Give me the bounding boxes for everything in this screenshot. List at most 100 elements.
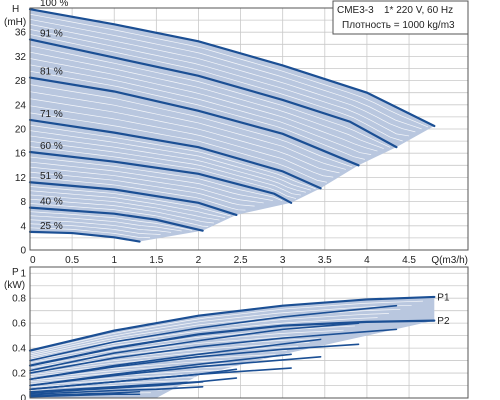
hatch-line xyxy=(30,215,182,232)
hatch-line xyxy=(30,23,416,133)
speed-label: 40 % xyxy=(40,197,63,208)
head-axis-unit: (mH) xyxy=(4,17,26,28)
hatch-line xyxy=(30,13,429,128)
y-tick-label: 36 xyxy=(15,28,27,39)
hatch-line xyxy=(30,70,365,160)
hatch-line xyxy=(30,112,327,183)
info-box-frame xyxy=(332,0,469,35)
hatch-line xyxy=(30,176,246,211)
speed-label: 91 % xyxy=(40,28,63,39)
y-tick-label: 0.6 xyxy=(12,319,26,330)
head-curve xyxy=(28,118,322,190)
power-curve xyxy=(29,322,360,372)
power-curve-labels: P1 P2 xyxy=(437,292,450,327)
hatch-line xyxy=(30,34,403,142)
speed-label: 81 % xyxy=(40,67,63,78)
head-flow-chart: 100 %91 %81 %71 %60 %51 %40 %25 % 048121… xyxy=(4,0,469,266)
y-tick-label: 4 xyxy=(20,221,26,232)
x-tick-label: 1.5 xyxy=(149,255,163,266)
hatch-line xyxy=(30,51,384,149)
hatch-line xyxy=(30,198,214,224)
head-curve xyxy=(28,8,436,128)
hatch-line xyxy=(30,161,273,201)
y-tick-label: 0.8 xyxy=(12,294,26,305)
info-box: CME3-3 1* 220 V, 60 Hz Плотность = 1000 … xyxy=(332,0,469,35)
power-y-ticks: 0 0.2 0.4 0.6 0.8 1 xyxy=(12,269,26,400)
flow-x-ticks: 0 0.5 1 1.5 2 2.5 3 3.5 4 4.5 Q(m3/h) xyxy=(30,255,468,266)
hatch-line xyxy=(30,156,283,202)
hatch-line xyxy=(30,124,316,190)
hatch-line xyxy=(30,84,353,168)
y-tick-label: 12 xyxy=(15,173,27,184)
head-curve xyxy=(28,230,141,243)
y-tick-label: 0 xyxy=(20,246,26,257)
power-curve xyxy=(29,380,204,394)
speed-label: 71 % xyxy=(40,109,63,120)
head-frame xyxy=(29,7,469,251)
hatch-line xyxy=(30,98,340,174)
y-tick-label: 1 xyxy=(20,269,26,280)
hatch-line xyxy=(30,130,311,191)
hatch-line xyxy=(30,227,151,239)
x-tick-label: 4 xyxy=(364,255,370,266)
info-model: CME3-3 xyxy=(337,5,374,16)
power-curves xyxy=(28,295,436,398)
hatch-line xyxy=(30,64,372,155)
hatch-line xyxy=(30,304,412,355)
head-axis-label: H xyxy=(12,4,19,15)
hatch-line xyxy=(30,29,410,137)
power-curve xyxy=(29,343,360,381)
hatch-line xyxy=(30,211,193,231)
y-tick-label: 0.4 xyxy=(12,344,26,355)
x-tick-label: 1 xyxy=(111,255,117,266)
hatch-line xyxy=(30,105,334,178)
power-curve-label: P2 xyxy=(437,316,450,327)
x-tick-label: 3.5 xyxy=(318,255,332,266)
hatch-line xyxy=(30,45,391,148)
hatch-line xyxy=(30,186,231,217)
operating-range-area xyxy=(30,9,435,242)
y-tick-label: 32 xyxy=(15,52,27,63)
info-density: Плотность = 1000 kg/m3 xyxy=(342,20,455,31)
hatch-line xyxy=(30,361,253,379)
info-supply: 1* 220 V, 60 Hz xyxy=(384,5,453,16)
power-curve xyxy=(28,295,436,352)
hatch-line xyxy=(30,203,209,227)
hatch-line xyxy=(30,379,197,388)
power-curve xyxy=(29,385,204,396)
y-tick-label: 28 xyxy=(15,76,27,87)
power-curve xyxy=(29,377,238,393)
power-curve xyxy=(29,338,322,381)
power-curve xyxy=(29,393,141,398)
power-flow-chart: P1 P2 0 0.2 0.4 0.6 0.8 1 P (kW) xyxy=(4,266,469,400)
speed-label: 60 % xyxy=(40,141,63,152)
hatch-line xyxy=(30,223,161,235)
power-curve xyxy=(29,328,398,374)
head-curve xyxy=(28,150,293,204)
operating-range-hatch xyxy=(30,13,429,239)
head-curve xyxy=(28,76,360,167)
speed-label: 51 % xyxy=(40,171,63,182)
head-y-ticks: 0 4 8 12 16 20 24 28 32 36 xyxy=(15,28,27,257)
hatch-line xyxy=(30,300,423,353)
x-tick-label: 2 xyxy=(196,255,202,266)
hatch-line xyxy=(30,219,172,233)
power-frame xyxy=(29,266,469,399)
y-tick-label: 0 xyxy=(20,394,26,400)
speed-labels: 100 % 91 % 81 % 71 % 60 % 51 % 40 % 25 % xyxy=(40,0,68,232)
speed-label: 100 % xyxy=(40,0,68,9)
head-curves xyxy=(28,8,436,243)
power-curve xyxy=(29,304,398,362)
y-tick-label: 16 xyxy=(15,149,27,160)
hatch-line xyxy=(30,309,401,357)
hatch-line xyxy=(30,140,301,196)
hatch-line xyxy=(30,334,333,367)
head-curve xyxy=(28,38,398,149)
head-curve xyxy=(28,206,204,232)
hatch-line xyxy=(30,135,306,193)
hatch-line xyxy=(30,58,378,152)
x-tick-label: 0 xyxy=(30,255,36,266)
y-tick-label: 24 xyxy=(15,100,27,111)
power-curve xyxy=(29,353,292,387)
